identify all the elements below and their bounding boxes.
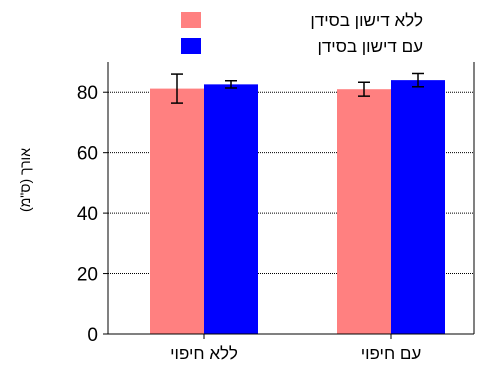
y-tick-label: 80: [77, 83, 98, 104]
y-tick-labels: 0 20 40 60 80: [77, 83, 98, 346]
bars: [150, 80, 445, 335]
error-bars: [171, 72, 424, 104]
legend-label: ללא דישון בסידן: [310, 11, 423, 30]
bar: [204, 84, 258, 334]
y-axis-label: אורך (ס"מ): [17, 148, 33, 212]
y-tick-label: 60: [77, 144, 98, 165]
bar: [391, 80, 445, 334]
axes: [107, 62, 475, 339]
legend: ללא דישון בסידן עם דישון בסידן: [181, 11, 423, 56]
legend-swatch: [181, 38, 201, 54]
x-tick-label: עם חיפוי: [361, 344, 422, 363]
y-tick-label: 20: [77, 265, 98, 286]
bar: [337, 89, 391, 334]
x-tick-labels: ללא חיפוי עם חיפוי: [170, 344, 421, 363]
x-tick-label: ללא חיפוי: [170, 344, 238, 363]
y-tick-label: 40: [77, 204, 98, 225]
legend-label: עם דישון בסידן: [317, 37, 423, 56]
y-tick-label: 0: [87, 325, 98, 346]
bar: [150, 88, 204, 335]
legend-swatch: [181, 12, 201, 28]
